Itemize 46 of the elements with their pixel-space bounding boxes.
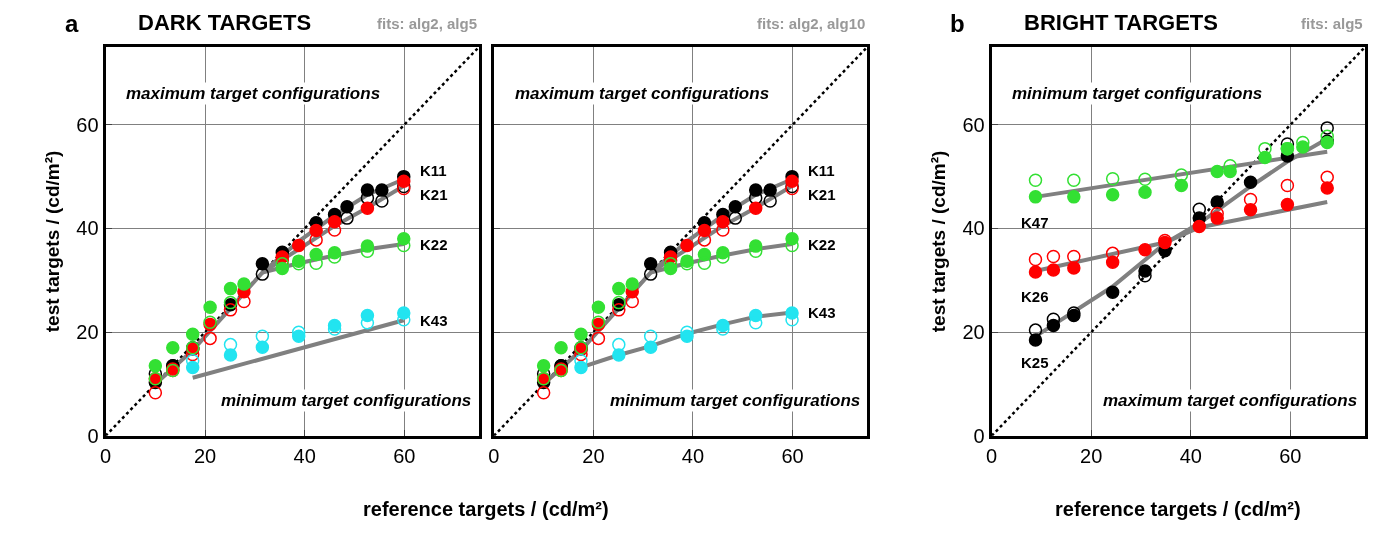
x-tick-label: 40 (681, 444, 705, 467)
chart-subtitle: fits: alg5 (1301, 15, 1363, 32)
x-tick-label: 20 (1080, 444, 1103, 467)
annotation: maximum target configurations (126, 84, 381, 103)
y-tick-label: 20 (76, 321, 99, 344)
series-label: K21 (420, 186, 448, 203)
series-label: K43 (420, 312, 448, 329)
x-tick-label: 20 (582, 444, 605, 467)
chart-title: DARK TARGETS (138, 10, 312, 35)
x-axis-title: reference targets / (cd/m²) (1055, 498, 1301, 520)
series-label: K21 (808, 186, 836, 203)
x-tick-label: 20 (194, 444, 217, 467)
series-label: K22 (420, 236, 448, 253)
series-label: K43 (808, 304, 836, 321)
y-tick-label: 0 (87, 424, 99, 447)
annotation: minimum target configurations (1012, 84, 1263, 103)
x-tick-label: 40 (293, 444, 316, 467)
x-tick-label: 60 (393, 444, 416, 467)
annotation: maximum target configurations (515, 84, 770, 103)
series-label: K47 (1021, 214, 1049, 231)
x-tick-label: 40 (1179, 444, 1202, 467)
y-axis-title: test targets / (cd/m²) (42, 150, 64, 333)
y-tick-label: 40 (76, 217, 99, 240)
series-label: K26 (1021, 288, 1049, 305)
y-axis-title: test targets / (cd/m²) (928, 150, 950, 333)
series-label: K11 (420, 162, 447, 179)
chart-subtitle: fits: alg2, alg10 (757, 15, 866, 32)
text: b (950, 10, 965, 37)
series-label: K11 (808, 162, 835, 179)
chart-title: BRIGHT TARGETS (1024, 10, 1218, 35)
chart-subtitle: fits: alg2, alg5 (377, 15, 478, 32)
annotation: minimum target configurations (610, 391, 861, 410)
y-tick-label: 60 (962, 113, 985, 136)
y-tick-label: 40 (962, 217, 985, 240)
x-tick-label: 60 (781, 444, 804, 467)
annotation: minimum target configurations (221, 391, 472, 410)
y-tick-label: 60 (76, 113, 99, 136)
text: a (65, 10, 79, 37)
y-tick-label: 20 (962, 321, 985, 344)
x-tick-label: 0 (488, 444, 500, 467)
series-label: K22 (808, 236, 836, 253)
y-tick-label: 0 (973, 424, 985, 447)
series-label: K25 (1021, 354, 1049, 371)
x-tick-label: 60 (1279, 444, 1302, 467)
x-axis-title: reference targets / (cd/m²) (363, 498, 609, 520)
annotation: maximum target configurations (1103, 391, 1358, 410)
